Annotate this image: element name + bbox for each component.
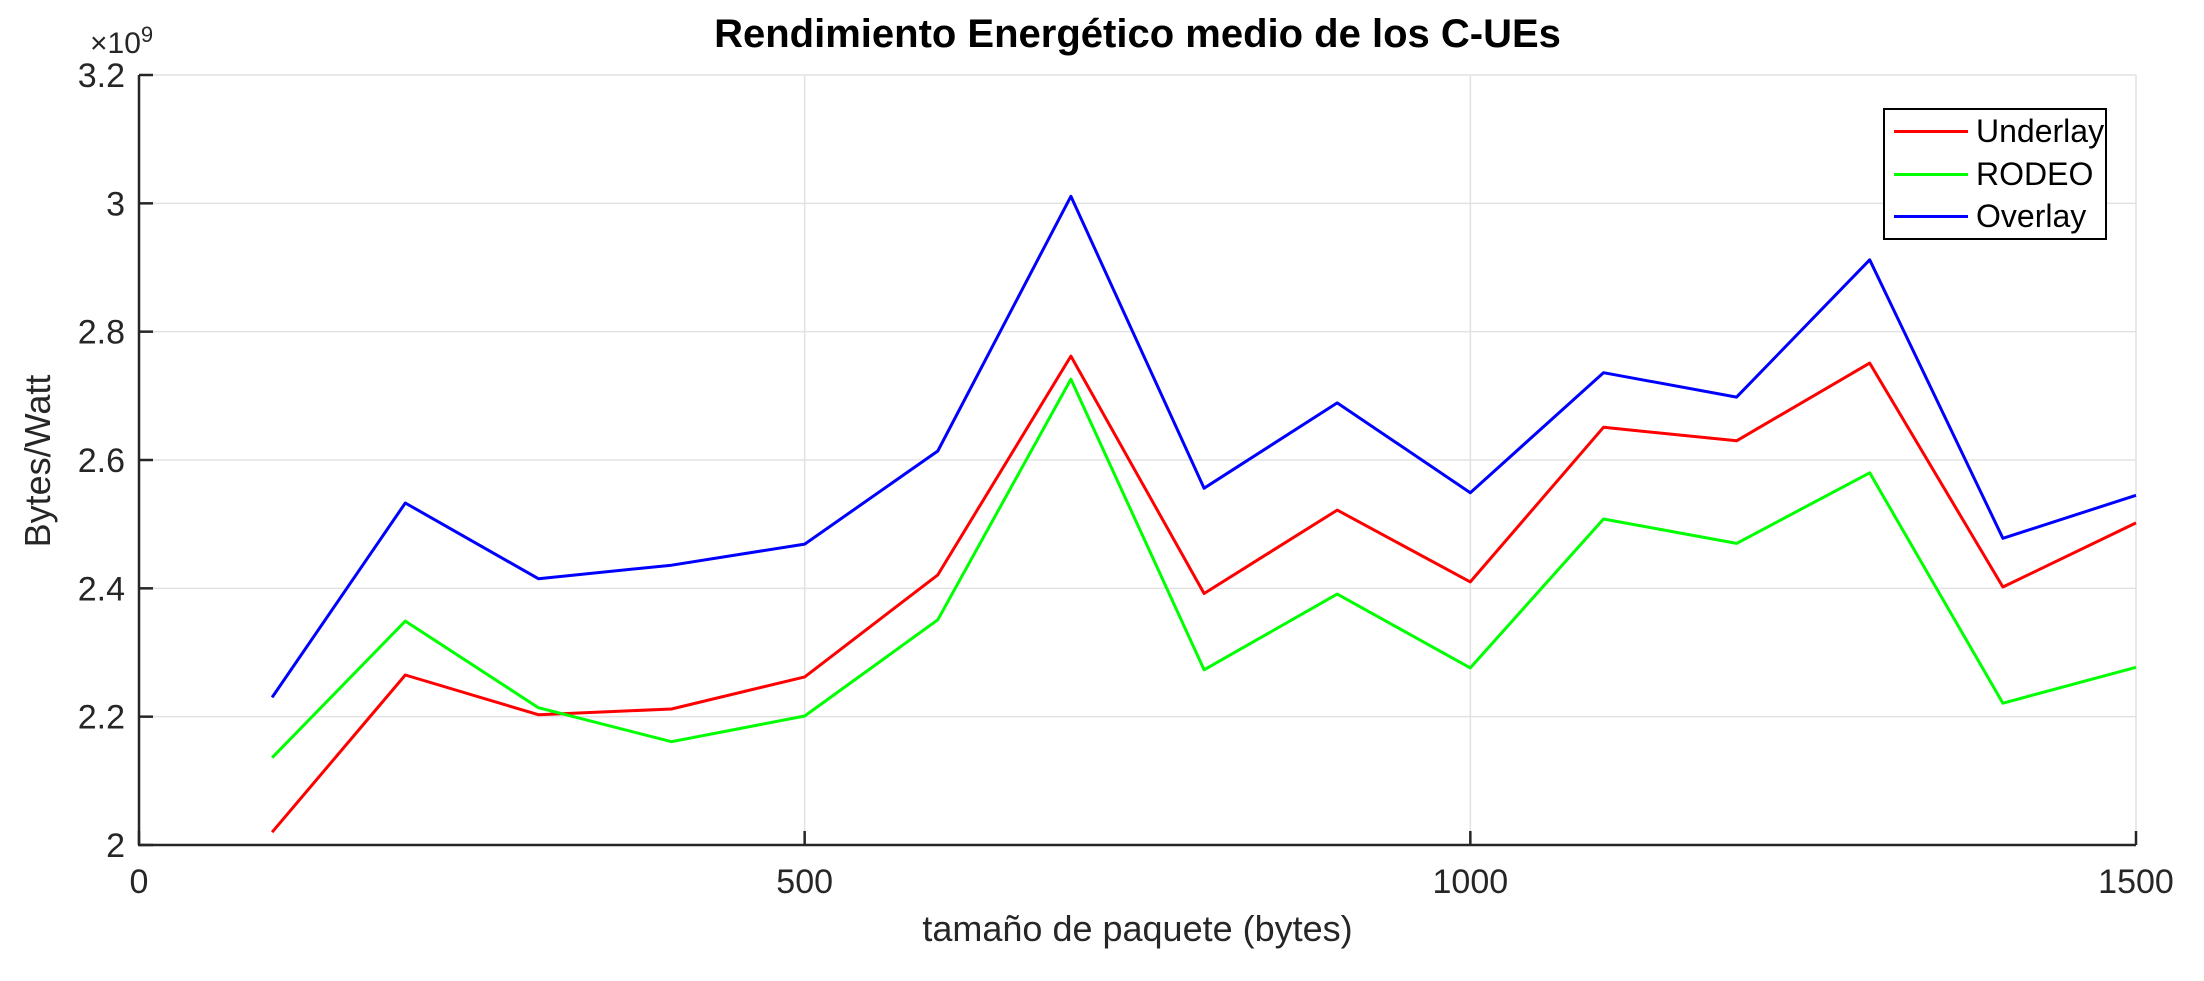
y-axis-exponent-base: ×10 xyxy=(90,27,141,60)
legend-label-overlay: Overlay xyxy=(1976,198,2087,235)
y-tick-label-2: 2 xyxy=(106,827,125,865)
y-tick-label-2.4: 2.4 xyxy=(78,570,125,608)
legend-line-sample-underlay xyxy=(1894,129,1968,133)
x-tick-label-0: 0 xyxy=(130,863,149,901)
legend-item-overlay: Overlay xyxy=(1885,195,2105,238)
y-axis-exponent: ×109 xyxy=(90,22,153,61)
series-line-overlay xyxy=(270,194,2137,699)
y-tick-label-3.2: 3.2 xyxy=(78,57,125,95)
legend-label-rodeo: RODEO xyxy=(1976,155,2094,192)
legend: Underlay RODEO Overlay xyxy=(1883,108,2107,240)
y-tick-label-2.2: 2.2 xyxy=(78,699,125,737)
x-tick-label-1000: 1000 xyxy=(1433,863,1509,901)
y-tick-label-2.6: 2.6 xyxy=(78,442,125,480)
x-tick-label-1500: 1500 xyxy=(2098,863,2174,901)
y-axis-exponent-power: 9 xyxy=(140,22,154,47)
legend-line-sample-rodeo xyxy=(1894,172,1968,176)
series-line-rodeo xyxy=(271,377,2137,759)
y-axis-label: Bytes/Watt xyxy=(17,374,58,548)
series-line-underlay xyxy=(270,354,2137,834)
legend-item-rodeo: RODEO xyxy=(1885,153,2105,196)
x-axis-label: tamaño de paquete (bytes) xyxy=(922,908,1353,949)
y-tick-label-3: 3 xyxy=(106,185,125,223)
legend-line-sample-overlay xyxy=(1894,215,1968,219)
legend-item-underlay: Underlay xyxy=(1885,110,2105,153)
x-tick-label-500: 500 xyxy=(776,863,833,901)
chart-title: Rendimiento Energético medio de los C-UE… xyxy=(714,12,1561,56)
y-tick-label-2.8: 2.8 xyxy=(78,314,125,352)
legend-label-underlay: Underlay xyxy=(1976,112,2105,149)
